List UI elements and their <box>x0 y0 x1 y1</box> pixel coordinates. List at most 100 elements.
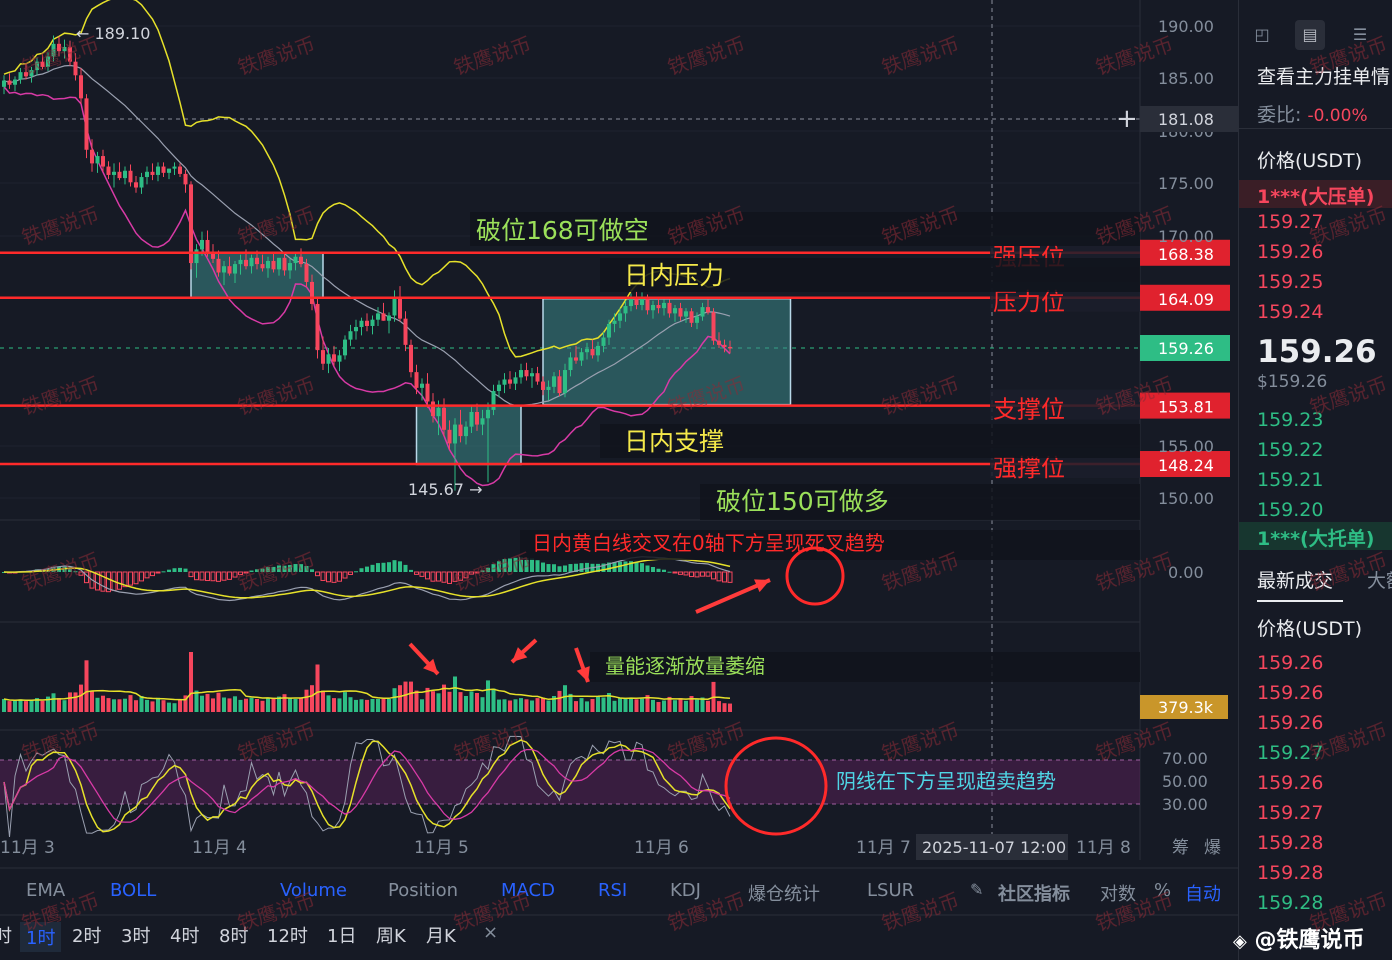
ask-big-order: 1***(大压单) <box>1257 186 1375 208</box>
volume-bar <box>79 684 83 712</box>
level-name: 强撑位 <box>993 454 1065 482</box>
rsi-6 <box>3 735 731 838</box>
candle <box>84 98 89 150</box>
volume-bar <box>370 699 375 712</box>
volume-bar <box>46 696 50 712</box>
tf-3h[interactable]: 3时 <box>121 926 151 947</box>
bid-row[interactable]: 159.21 <box>1257 469 1324 491</box>
percent-toggle[interactable]: % <box>1154 880 1172 901</box>
candle <box>139 177 144 188</box>
kdj-tab[interactable]: KDJ <box>670 880 701 901</box>
candle <box>326 354 331 364</box>
candle <box>244 259 248 267</box>
tf-1d[interactable]: 1日 <box>327 926 357 947</box>
big-trades-tab[interactable]: 大额 <box>1367 570 1392 592</box>
position-tab[interactable]: Position <box>388 880 459 901</box>
tf-4h[interactable]: 4时 <box>170 926 200 947</box>
volume-bar <box>249 697 254 712</box>
book-asks-icon[interactable]: ▤ <box>1295 20 1325 50</box>
candle <box>656 305 661 309</box>
book-both-icon[interactable]: ◰ <box>1254 25 1270 44</box>
tf-month[interactable]: 月K <box>426 926 456 947</box>
volume-bar <box>486 680 490 712</box>
boll-tab[interactable]: BOLL <box>110 880 157 901</box>
volume-bar <box>227 698 232 712</box>
candle <box>381 313 386 321</box>
liquidation-tab[interactable]: 爆仓统计 <box>748 884 820 905</box>
time-tick: 11月 6 <box>634 838 689 858</box>
candle <box>95 156 100 164</box>
community-indicators[interactable]: 社区指标 <box>998 884 1070 905</box>
edit-icon[interactable]: ✎ <box>970 880 984 899</box>
volume-bar <box>73 692 78 712</box>
candle <box>205 239 210 252</box>
macd-bar <box>683 571 689 576</box>
volume-bar <box>574 701 578 712</box>
macd-bar <box>293 564 298 572</box>
macd-bar <box>634 562 639 572</box>
candle <box>282 257 287 271</box>
macd-bar <box>139 571 144 582</box>
tf-week[interactable]: 周K <box>376 926 406 947</box>
log-toggle[interactable]: 对数 <box>1100 884 1136 905</box>
candle <box>557 376 562 394</box>
price-header: 价格(USDT) <box>1257 150 1363 172</box>
volume-bar <box>112 699 116 712</box>
rsi-tab[interactable]: RSI <box>598 880 628 901</box>
note-rsi: 阴线在下方呈现超卖趋势 <box>836 769 1056 793</box>
lsur-tab[interactable]: LSUR <box>867 880 915 901</box>
ask-row[interactable]: 159.26 <box>1257 241 1324 263</box>
volume-bar <box>299 698 303 712</box>
close-icon[interactable]: × <box>483 922 499 943</box>
candle <box>436 407 441 417</box>
candle <box>574 357 578 361</box>
macd-bar <box>365 566 369 572</box>
ask-row[interactable]: 159.27 <box>1257 211 1324 233</box>
crosshair-tag <box>1140 106 1238 132</box>
axis-extra: 爆 <box>1204 838 1221 858</box>
candle <box>304 264 309 282</box>
ask-row[interactable]: 159.25 <box>1257 271 1324 293</box>
bid-row[interactable]: 159.22 <box>1257 439 1324 461</box>
bid-row[interactable]: 159.23 <box>1257 409 1324 431</box>
tf-1h[interactable]: 1时 <box>20 922 62 952</box>
candle <box>398 296 402 319</box>
tf-12h[interactable]: 12时 <box>267 926 308 947</box>
zone-box <box>542 297 792 406</box>
book-bids-icon[interactable]: ☰ <box>1352 25 1368 44</box>
volume-bar <box>508 700 512 712</box>
trades-price-header: 价格(USDT) <box>1257 618 1363 640</box>
tf-2h[interactable]: 2时 <box>72 926 102 947</box>
auto-toggle[interactable]: 自动 <box>1185 884 1221 905</box>
candle <box>2 80 6 87</box>
macd-bar <box>243 571 249 574</box>
candle <box>288 263 292 271</box>
tf-0[interactable]: 时 <box>0 926 12 947</box>
candle <box>585 349 589 353</box>
macd-bar <box>645 565 650 572</box>
macd-bar <box>188 571 194 578</box>
candle <box>271 260 276 270</box>
ask-row[interactable]: 159.24 <box>1257 301 1324 323</box>
macd-tab[interactable]: MACD <box>501 880 555 901</box>
trades-tab[interactable]: 最新成交 <box>1257 570 1334 592</box>
volume-bar <box>7 701 12 712</box>
macd-bar <box>359 568 364 572</box>
macd-bar <box>167 569 171 572</box>
macd-bar <box>409 569 413 572</box>
candle <box>453 424 457 444</box>
volume-bar <box>392 688 397 712</box>
candle <box>568 357 573 371</box>
volume-bar <box>469 691 474 712</box>
price-tick: 145.00 <box>1158 0 1214 4</box>
candle <box>156 166 160 175</box>
volume-tab[interactable]: Volume <box>280 880 347 901</box>
tf-8h[interactable]: 8时 <box>219 926 249 947</box>
volume-bar <box>156 697 160 712</box>
ema-tab[interactable]: EMA <box>26 880 66 901</box>
main-orders-title[interactable]: 查看主力挂单情 <box>1257 66 1391 88</box>
bid-row[interactable]: 159.20 <box>1257 499 1324 521</box>
volume-bar <box>310 685 314 712</box>
macd-bar <box>304 566 309 572</box>
